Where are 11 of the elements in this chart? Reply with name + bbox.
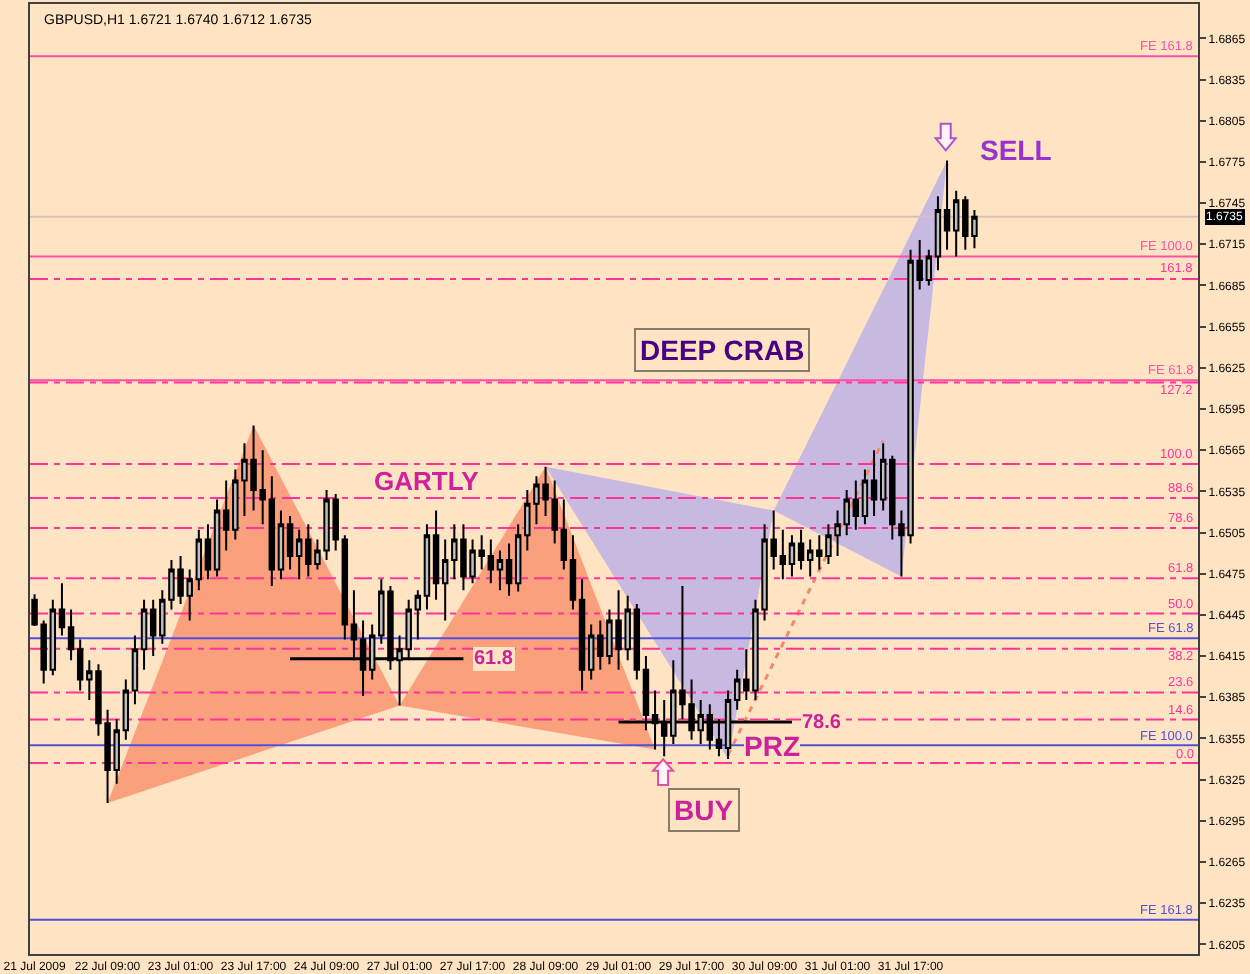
annotation: DEEP CRAB xyxy=(640,334,805,366)
annotation: GARTLY xyxy=(374,466,480,496)
candlestick xyxy=(797,528,805,571)
series-label: 78.6 xyxy=(802,712,842,734)
candlestick xyxy=(286,515,294,571)
series-label: 61.8 xyxy=(474,648,514,670)
annotation: SELL xyxy=(980,134,1053,166)
candlestick xyxy=(870,449,878,518)
annotation: BUY xyxy=(674,794,735,826)
candlestick xyxy=(788,534,796,578)
annotation: PRZ xyxy=(744,730,801,762)
